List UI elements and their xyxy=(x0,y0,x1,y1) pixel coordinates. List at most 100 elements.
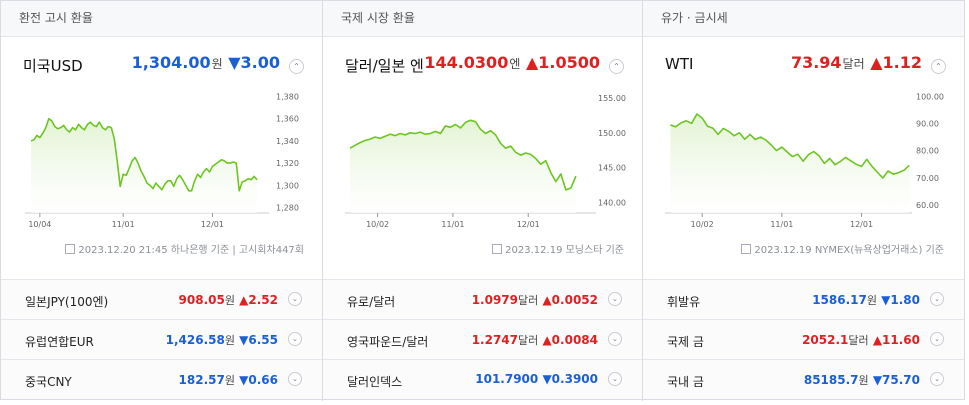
list-item[interactable]: 유로/달러 1.0979달러 ▲0.0052 ⌄ xyxy=(323,279,642,319)
rate-value: 73.94달러 ▲1.12 xyxy=(790,53,922,72)
y-tick-label: 100.00 xyxy=(916,92,944,101)
source-note: 2023.12.20 21:45 하나은행 기준 | 고시회차447회 xyxy=(65,241,304,256)
y-tick-label: 145.00 xyxy=(598,164,626,173)
list-item-name: 유로/달러 xyxy=(347,295,396,309)
expand-toggle-icon[interactable]: ⌄ xyxy=(288,292,302,306)
document-icon xyxy=(492,244,503,254)
rate-list: 유로/달러 1.0979달러 ▲0.0052 ⌄ 영국파운드/달러 1.2747달러 … xyxy=(323,279,642,399)
list-item-name: 달러인덱스 xyxy=(347,375,403,389)
commodity-name: WTI xyxy=(665,55,694,73)
y-tick-label: 80.00 xyxy=(916,147,939,156)
list-item[interactable]: 휘발유 1586.17원 ▼1.80 ⌄ xyxy=(643,279,964,319)
x-tick-label: 12/01 xyxy=(517,220,540,229)
series-area xyxy=(670,114,910,213)
x-tick-label: 10/04 xyxy=(28,220,51,229)
y-tick-label: 155.00 xyxy=(598,94,626,103)
list-item-value: 1.2747달러 ▲0.0084 xyxy=(471,333,598,347)
document-icon xyxy=(65,244,76,254)
expand-toggle-icon[interactable]: ⌄ xyxy=(608,292,622,306)
y-tick-label: 60.00 xyxy=(916,201,939,210)
x-tick-label: 11/01 xyxy=(770,220,793,229)
rate-value: 1,304.00원 ▼3.00 xyxy=(131,53,280,72)
expand-toggle-icon[interactable]: ⌄ xyxy=(930,332,944,346)
list-item[interactable]: 달러인덱스 101.7900 ▼0.3900 ⌄ xyxy=(323,359,642,399)
list-item[interactable]: 일본JPY(100엔) 908.05원 ▲2.52 ⌄ xyxy=(1,279,322,319)
y-tick-label: 1,380 xyxy=(276,93,299,102)
document-icon xyxy=(741,244,752,254)
expand-toggle-icon[interactable]: ⌄ xyxy=(288,332,302,346)
collapse-toggle-icon[interactable]: ⌃ xyxy=(931,59,946,74)
exchange-notice-panel: 환전 고시 환율 미국USD 1,304.00원 ▼3.00 ⌃ 1,380 1,… xyxy=(1,1,322,401)
expand-toggle-icon[interactable]: ⌄ xyxy=(608,372,622,386)
source-note: 2023.12.19 모닝스타 기준 xyxy=(492,241,624,256)
y-tick-label: 1,360 xyxy=(276,115,299,124)
series-line xyxy=(349,119,577,191)
expand-toggle-icon[interactable]: ⌄ xyxy=(930,292,944,306)
x-tick-label: 10/02 xyxy=(691,220,714,229)
list-item[interactable]: 국제 금 2052.1달러 ▲11.60 ⌄ xyxy=(643,319,964,359)
list-item-name: 휘발유 xyxy=(667,295,701,309)
rate-change: ▲1.0500 xyxy=(525,53,600,72)
list-item-name: 중국CNY xyxy=(25,375,72,389)
list-item-value: 2052.1달러 ▲11.60 xyxy=(802,333,920,347)
main-rate-row[interactable]: 달러/일본 엔 144.0300엔 ▲1.0500 ⌃ xyxy=(323,37,642,92)
list-item-name: 국제 금 xyxy=(667,335,704,349)
y-tick-label: 1,300 xyxy=(276,181,299,190)
main-rate-row[interactable]: WTI 73.94달러 ▲1.12 ⌃ xyxy=(643,37,964,92)
list-item-name: 유럽연합EUR xyxy=(25,335,94,349)
rate-change: ▲1.12 xyxy=(870,53,922,72)
y-tick-label: 90.00 xyxy=(916,120,939,129)
list-item[interactable]: 국내 금 85185.7원 ▼75.70 ⌄ xyxy=(643,359,964,399)
expand-toggle-icon[interactable]: ⌄ xyxy=(288,372,302,386)
list-item-name: 영국파운드/달러 xyxy=(347,335,429,349)
y-tick-label: 1,280 xyxy=(276,203,299,212)
list-item-value: 1.0979달러 ▲0.0052 xyxy=(471,293,598,307)
y-tick-label: 1,320 xyxy=(276,159,299,168)
rate-list: 일본JPY(100엔) 908.05원 ▲2.52 ⌄ 유럽연합EUR 1,426.5… xyxy=(1,279,322,399)
x-tick-label: 12/01 xyxy=(201,220,224,229)
currency-name: 미국USD xyxy=(23,57,83,75)
x-tick-label: 11/01 xyxy=(441,220,464,229)
series-line xyxy=(670,113,910,179)
list-item-value: 101.7900 ▼0.3900 xyxy=(475,372,598,386)
y-tick-label: 70.00 xyxy=(916,174,939,183)
list-item-value: 182.57원 ▼0.66 xyxy=(178,373,278,387)
list-item-name: 일본JPY(100엔) xyxy=(25,295,109,309)
y-tick-label: 150.00 xyxy=(598,129,626,138)
list-item-value: 1,426.58원 ▼6.55 xyxy=(165,333,278,347)
series-area xyxy=(31,118,258,213)
list-item[interactable]: 영국파운드/달러 1.2747달러 ▲0.0084 ⌄ xyxy=(323,319,642,359)
x-tick-label: 10/02 xyxy=(366,220,389,229)
oil-gold-panel: 유가 · 금시세 WTI 73.94달러 ▲1.12 ⌃ 100.00 90.00… xyxy=(642,1,964,401)
expand-toggle-icon[interactable]: ⌄ xyxy=(608,332,622,346)
x-tick-label: 11/01 xyxy=(112,220,135,229)
rate-change: ▼3.00 xyxy=(228,53,280,72)
expand-toggle-icon[interactable]: ⌄ xyxy=(930,372,944,386)
main-rate-row[interactable]: 미국USD 1,304.00원 ▼3.00 ⌃ xyxy=(1,37,322,92)
panel-title: 국제 시장 환율 xyxy=(323,1,642,37)
rate-list: 휘발유 1586.17원 ▼1.80 ⌄ 국제 금 2052.1달러 ▲11.60 ⌄ … xyxy=(643,279,964,399)
rate-value: 144.0300엔 ▲1.0500 xyxy=(424,53,600,72)
usd-jpy-chart: 155.00 150.00 145.00 140.00 10/02 11/01 12/01 xyxy=(345,94,626,229)
usd-krw-chart: 1,380 1,360 1,340 1,320 1,300 1,280 10/04 11/01… xyxy=(25,93,299,229)
list-item-name: 국내 금 xyxy=(667,375,704,389)
collapse-toggle-icon[interactable]: ⌃ xyxy=(289,59,304,74)
y-tick-label: 140.00 xyxy=(598,199,626,208)
list-item-value: 908.05원 ▲2.52 xyxy=(178,293,278,307)
source-note: 2023.12.19 NYMEX(뉴욕상업거래소) 기준 xyxy=(741,241,944,256)
series-line xyxy=(30,117,258,192)
panel-title: 환전 고시 환율 xyxy=(1,1,322,37)
intl-market-panel: 국제 시장 환율 달러/일본 엔 144.0300엔 ▲1.0500 ⌃ 155… xyxy=(322,1,642,401)
list-item[interactable]: 중국CNY 182.57원 ▼0.66 ⌄ xyxy=(1,359,322,399)
y-tick-label: 1,340 xyxy=(276,137,299,146)
series-area xyxy=(350,120,576,213)
list-item-value: 85185.7원 ▼75.70 xyxy=(803,373,920,387)
collapse-toggle-icon[interactable]: ⌃ xyxy=(609,59,624,74)
list-item-value: 1586.17원 ▼1.80 xyxy=(812,293,920,307)
currency-name: 달러/일본 엔 xyxy=(345,57,424,75)
x-tick-label: 12/01 xyxy=(850,220,873,229)
panel-title: 유가 · 금시세 xyxy=(643,1,964,37)
list-item[interactable]: 유럽연합EUR 1,426.58원 ▼6.55 ⌄ xyxy=(1,319,322,359)
wti-chart: 100.00 90.00 80.00 70.00 60.00 10/02 11/01 12/0… xyxy=(665,92,944,229)
